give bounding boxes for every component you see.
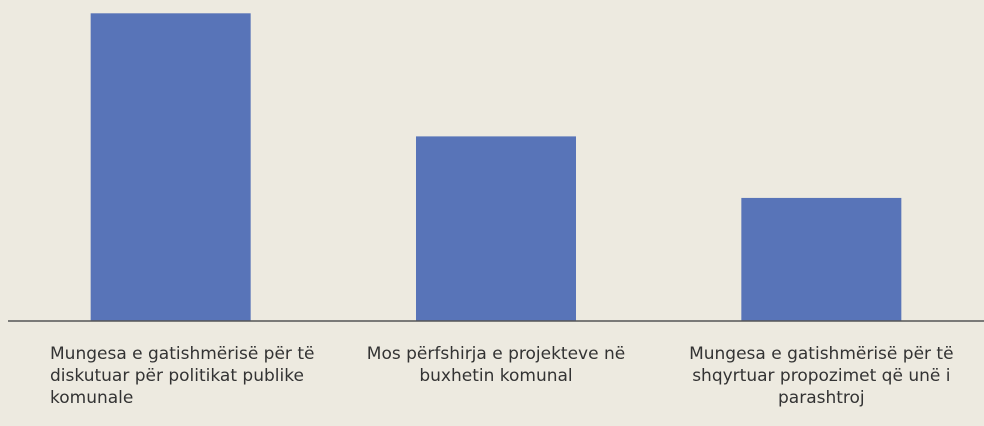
x-tick-label: Mungesa e gatishmërisë për të shqyrtuar …: [689, 344, 954, 408]
bar: [416, 136, 576, 321]
x-tick-label: Mos përfshirja e projekteve në buxhetin …: [366, 344, 626, 386]
bar: [90, 13, 251, 322]
x-tick-label: Mungesa e gatishmërisë për të diskutuar …: [50, 344, 315, 408]
bar: [741, 197, 902, 321]
